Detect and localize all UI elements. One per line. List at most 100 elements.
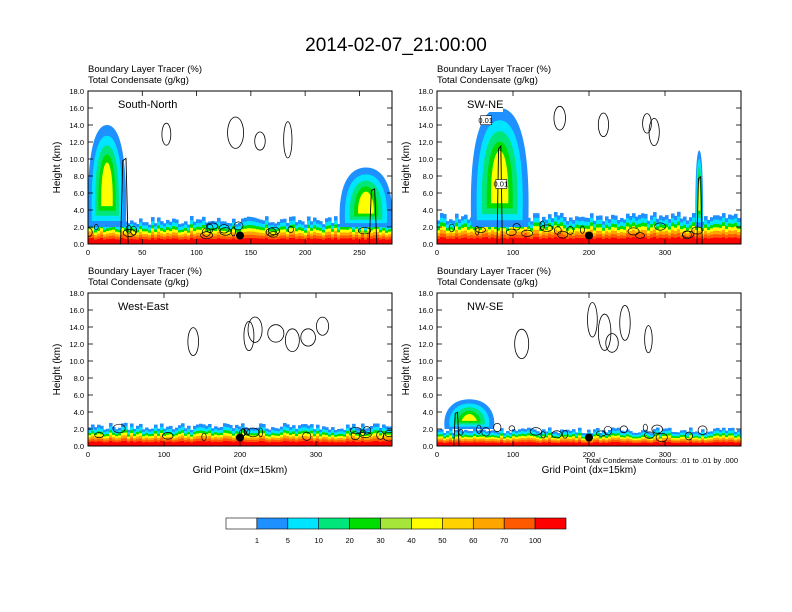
- tracer-cell: [560, 237, 564, 244]
- condensate-contour: [350, 431, 360, 441]
- panels: Boundary Layer Tracer (%)Total Condensat…: [52, 64, 742, 476]
- tracer-cell: [563, 238, 567, 244]
- condensate-contour: [219, 227, 232, 236]
- tracer-cell: [346, 238, 350, 244]
- y-tick-label: 10.0: [418, 155, 433, 164]
- tracer-cell: [527, 441, 531, 446]
- condensate-contour: [268, 231, 279, 238]
- tracer-cell: [557, 443, 561, 446]
- tracer-cell: [605, 237, 609, 244]
- contour-footnote: Total Condensate Contours: .01 to .01 by…: [585, 456, 738, 465]
- location-marker: [236, 231, 244, 240]
- tracer-cell: [307, 237, 311, 244]
- tracer-cell: [370, 441, 374, 446]
- tracer-cell: [376, 238, 380, 244]
- y-tick-label: 0.0: [74, 442, 84, 451]
- tracer-cell: [614, 237, 618, 244]
- tracer-cell: [241, 238, 245, 244]
- tracer-cell: [443, 237, 447, 244]
- tracer-plume: [358, 191, 374, 214]
- tracer-cell: [211, 238, 215, 244]
- tracer-cell: [596, 442, 600, 446]
- tracer-cell: [145, 239, 149, 244]
- tracer-cell: [638, 442, 642, 446]
- x-tick-label: 200: [583, 248, 596, 257]
- condensate-contour: [635, 232, 645, 239]
- tracer-cell: [196, 441, 200, 446]
- tracer-cell: [674, 237, 678, 244]
- tracer-cell: [581, 443, 585, 446]
- condensate-contour: [540, 431, 546, 439]
- tracer-cell: [334, 237, 338, 244]
- tracer-cell: [313, 238, 317, 244]
- tracer-cell: [124, 440, 128, 446]
- tracer-cell: [139, 441, 143, 446]
- tracer-cell: [268, 442, 272, 446]
- colorbar-label: 10: [315, 536, 323, 545]
- y-tick-label: 16.0: [69, 104, 84, 113]
- tracer-cell: [331, 239, 335, 244]
- tracer-cell: [503, 443, 507, 446]
- tracer-cell: [668, 441, 672, 446]
- tracer-cell: [659, 443, 663, 446]
- x-tick-label: 200: [299, 248, 312, 257]
- condensate-contour: [287, 226, 294, 233]
- tracer-cell: [319, 238, 323, 244]
- condensate-contour: [476, 424, 482, 434]
- condensate-contour: [300, 328, 316, 347]
- tracer-cell: [211, 442, 215, 446]
- tracer-cell: [530, 238, 534, 244]
- tracer-cell: [136, 239, 140, 244]
- tracer-cell: [274, 239, 278, 244]
- tracer-cell: [488, 238, 492, 244]
- condensate-contour: [627, 227, 640, 236]
- tracer-cell: [313, 442, 317, 446]
- tracer-cell: [470, 238, 474, 244]
- tracer-cell: [440, 442, 444, 446]
- tracer-cell: [283, 238, 287, 244]
- tracer-cell: [190, 442, 194, 446]
- y-tick-label: 6.0: [74, 391, 84, 400]
- tracer-cell: [97, 441, 101, 446]
- tracer-cell: [734, 237, 738, 244]
- y-tick-label: 2.0: [423, 425, 433, 434]
- condensate-contour: [521, 229, 534, 237]
- tracer-cell: [253, 238, 257, 244]
- tracer-cell: [217, 238, 221, 244]
- y-tick-label: 2.0: [74, 223, 84, 232]
- condensate-contour: [644, 431, 655, 439]
- tracer-cell: [148, 239, 152, 244]
- x-tick-label: 50: [138, 248, 146, 257]
- plot-frame: [87, 292, 393, 447]
- tracer-cell: [716, 237, 720, 244]
- colorbar-legend: 1 5 10 20 30 40 50 60 70 100: [225, 517, 567, 545]
- tracer-cell: [223, 239, 227, 244]
- condensate-contour: [605, 333, 619, 353]
- tracer-cell: [728, 237, 732, 244]
- y-tick-label: 4.0: [423, 206, 433, 215]
- tracer-cell: [662, 238, 666, 244]
- tracer-cell: [509, 237, 513, 244]
- tracer-cell: [100, 441, 104, 446]
- tracer-cell: [142, 442, 146, 446]
- condensate-contour: [246, 427, 260, 438]
- tracer-cell: [698, 443, 702, 446]
- tracer-cell: [214, 239, 218, 244]
- tracer-cell: [88, 238, 92, 244]
- condensate-contour: [122, 228, 137, 237]
- tracer-cell: [145, 441, 149, 446]
- tracer-cell: [169, 441, 173, 446]
- condensate-contour: [691, 226, 703, 235]
- tracer-cell: [250, 441, 254, 446]
- contour-label: 0.01: [478, 116, 493, 125]
- tracer-cell: [385, 239, 389, 244]
- tracer-cell: [464, 237, 468, 244]
- tracer-cell: [713, 442, 717, 446]
- tracer-cell: [367, 442, 371, 446]
- condensate-contour: [93, 224, 99, 230]
- tracer-cell: [310, 238, 314, 244]
- tracer-cell: [458, 238, 462, 244]
- tracer-cell: [701, 442, 705, 446]
- tracer-cell: [638, 237, 642, 244]
- colorbar-swatch: [318, 517, 350, 530]
